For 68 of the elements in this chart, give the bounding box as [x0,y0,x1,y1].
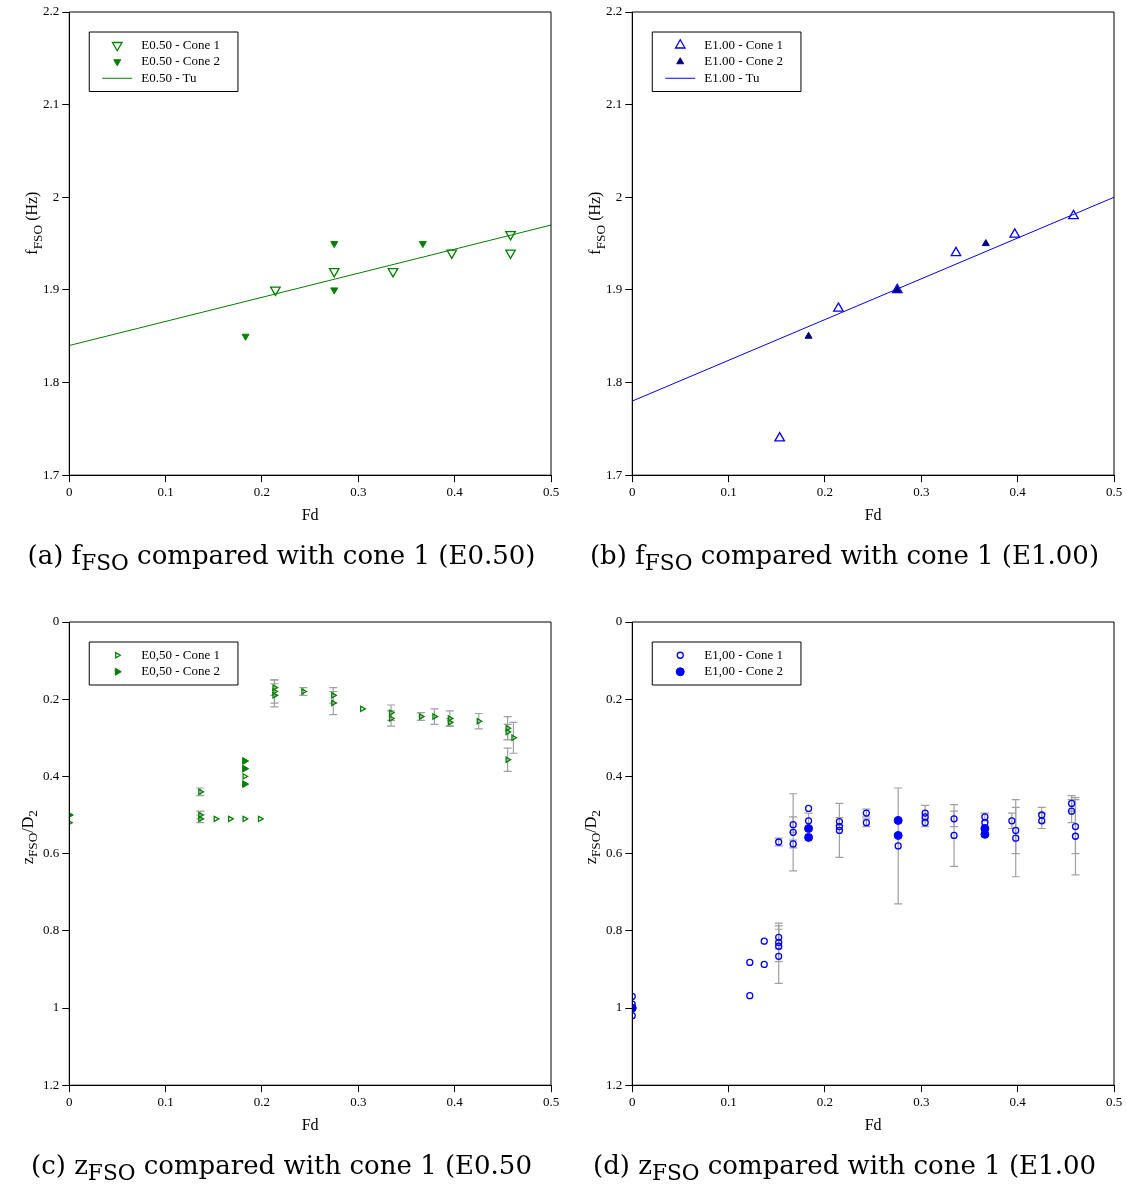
x-tick-label: 0.5 [542,1094,560,1110]
x-tick-label: 0.1 [157,1094,174,1110]
y-tick-label: 0.8 [43,922,60,938]
y-tick-label: 0 [615,613,623,629]
x-tick-label: 0.3 [350,1094,367,1110]
x-tick-label: 0 [66,484,73,500]
legend-label: E0.50 - Cone 2 [141,53,220,69]
legend-label: E1,00 - Cone 1 [704,646,783,662]
x-tick-label: 0.3 [913,484,930,500]
y-tick-label: 2.1 [43,96,60,112]
legend-label: E0.50 - Cone 1 [141,36,220,52]
y-tick-label: 1 [52,999,60,1015]
y-tick-label: 0.2 [606,690,623,706]
y-tick-label: 1.9 [606,281,623,297]
x-tick-label: 0.4 [446,484,464,500]
x-tick-label: 0.1 [720,484,737,500]
y-tick-label: 0.8 [606,922,623,938]
y-tick-label: 1.2 [606,1076,623,1092]
x-axis-title: Fd [301,505,319,523]
x-axis-title: Fd [301,1115,319,1133]
x-tick-label: 0.2 [253,484,271,500]
text: (c) z$_{FSO}$ compared with cone 1 (E0.50 [30,1150,533,1186]
y-tick-label: 1.7 [606,466,623,482]
x-tick-label: 0 [66,1094,73,1110]
y-tick-label: 0.2 [43,690,60,706]
x-tick-label: 0.4 [1009,484,1027,500]
y-tick-label: 2.2 [606,3,623,19]
y-tick-label: 1.2 [43,1076,60,1092]
text: (d) z$_{FSO}$ compared with cone 1 (E1.00 [592,1150,1097,1186]
y-tick-label: 2.2 [43,3,60,19]
x-tick-label: 0.3 [350,484,367,500]
x-tick-label: 0.5 [1105,1094,1123,1110]
y-tick-label: 0.4 [43,767,60,783]
x-tick-label: 0.4 [446,1094,464,1110]
legend-label: E1,00 - Cone 2 [704,663,783,679]
y-tick-label: 2 [615,188,623,204]
x-tick-label: 0.2 [253,1094,271,1110]
y-tick-label: 2 [52,188,60,204]
y-tick-label: 0 [52,613,60,629]
x-tick-label: 0.1 [720,1094,737,1110]
y-tick-label: 1.8 [43,373,60,389]
x-tick-label: 0 [629,1094,636,1110]
y-tick-label: 1.9 [43,281,60,297]
legend-label: E1.00 - Tu [704,69,761,85]
y-tick-label: 0.6 [43,845,60,861]
y-tick-label: 0.4 [606,767,623,783]
x-axis-title: Fd [864,505,882,523]
x-axis-title: Fd [864,1115,882,1133]
legend-label: E0.50 - Tu [141,69,198,85]
y-tick-label: 0.6 [606,845,623,861]
x-tick-label: 0.2 [816,1094,834,1110]
legend-label: E1.00 - Cone 1 [704,36,783,52]
text: (a) f$_{FSO}$ compared with cone 1 (E0.50) [26,540,537,576]
text: (b) f$_{FSO}$ compared with cone 1 (E1.00) [588,540,1101,576]
y-tick-label: 2.1 [606,96,623,112]
y-tick-label: 1 [615,999,623,1015]
x-tick-label: 0.1 [157,484,174,500]
x-tick-label: 0.5 [1105,484,1123,500]
x-tick-label: 0 [629,484,636,500]
x-tick-label: 0.5 [542,484,560,500]
legend-label: E0,50 - Cone 1 [141,646,220,662]
y-tick-label: 1.7 [43,466,60,482]
y-tick-label: 1.8 [606,373,623,389]
legend-label: E1.00 - Cone 2 [704,53,783,69]
x-tick-label: 0.3 [913,1094,930,1110]
legend-label: E0,50 - Cone 2 [141,663,220,679]
x-tick-label: 0.4 [1009,1094,1027,1110]
x-tick-label: 0.2 [816,484,834,500]
